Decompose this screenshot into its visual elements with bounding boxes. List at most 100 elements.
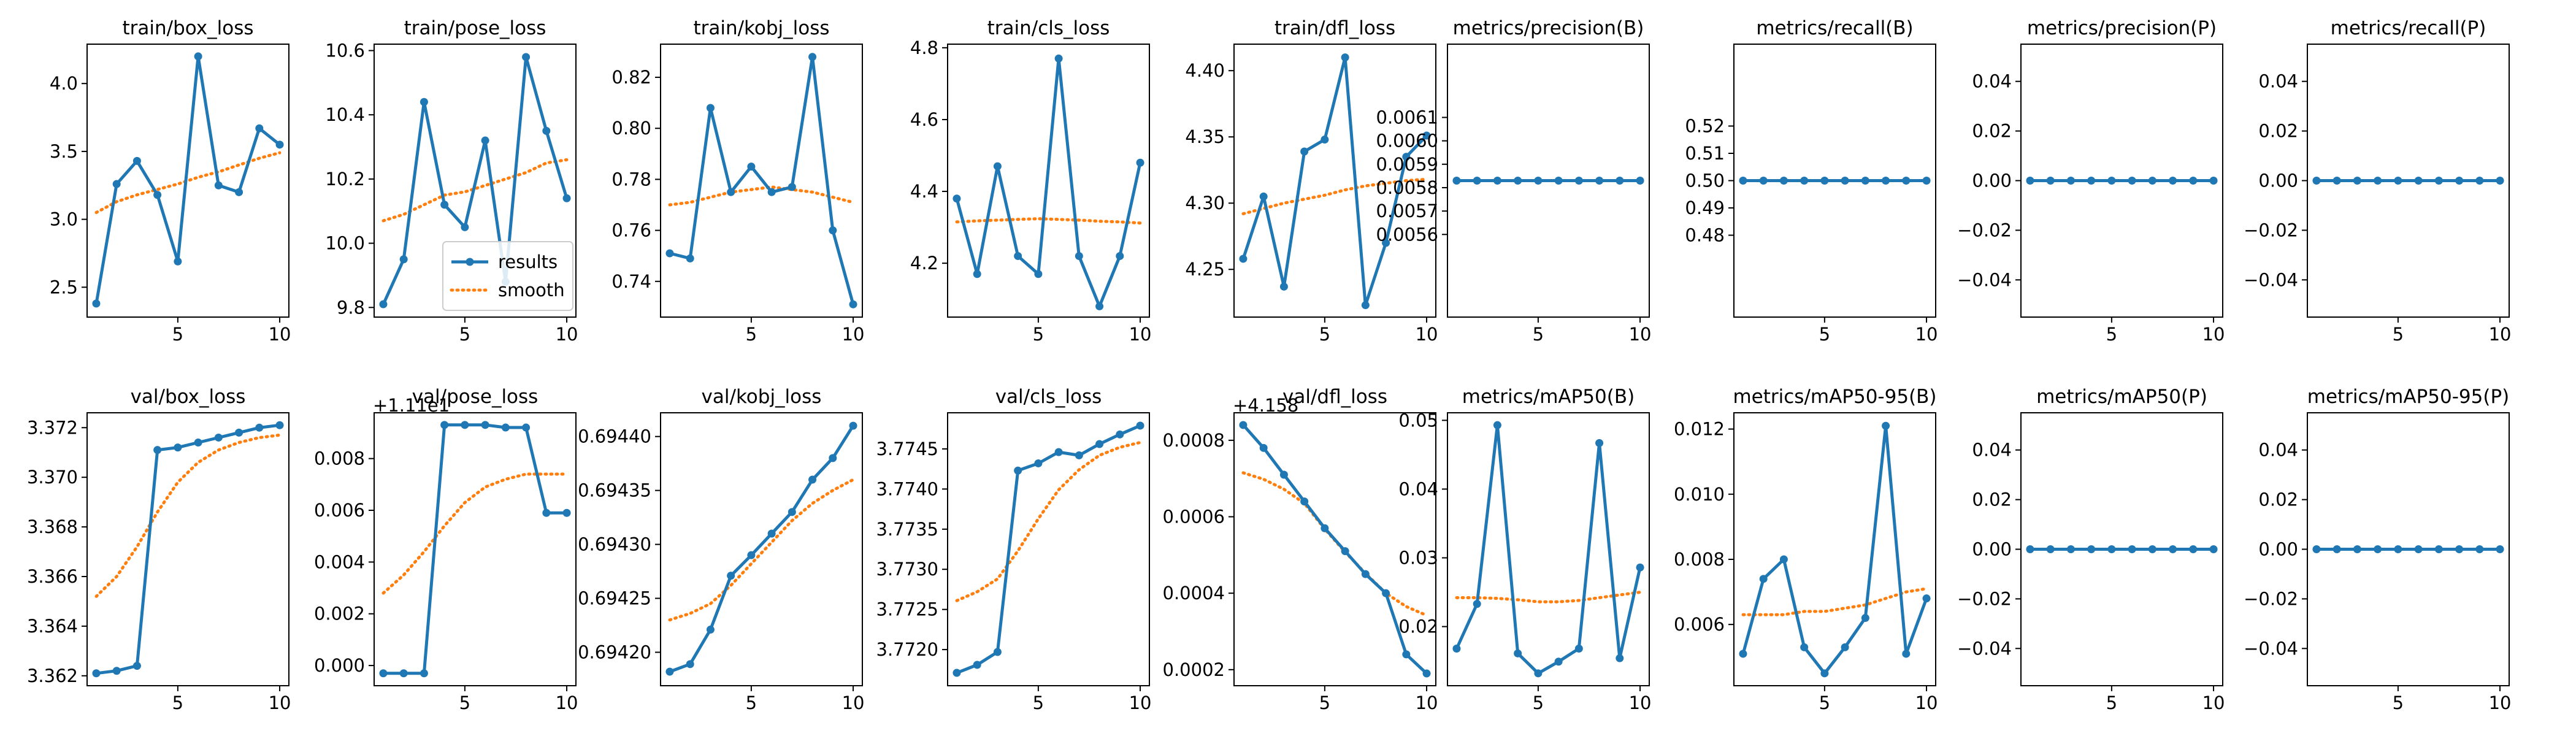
results-point [2475, 545, 2484, 553]
results-point [1382, 589, 1390, 597]
results-point [542, 126, 551, 135]
results-point [808, 475, 817, 484]
x-tick-label: 10 [269, 692, 291, 713]
results-point [275, 140, 284, 149]
axes-frame [1233, 412, 1436, 686]
results-point [1616, 177, 1624, 185]
results-point [1759, 177, 1768, 185]
results-point [1902, 650, 1911, 658]
results-point [1841, 177, 1849, 185]
results-point [1402, 650, 1411, 659]
legend-box [442, 241, 573, 311]
axes-frame [660, 44, 863, 318]
results-point [2189, 545, 2198, 553]
results-point [2394, 177, 2402, 185]
results-point [1473, 177, 1481, 185]
results-point [829, 454, 837, 462]
y-tick-label: 0.02 [1972, 121, 2012, 142]
results-point [1902, 177, 1911, 185]
y-tick-label: 0.50 [1685, 171, 1725, 191]
results-point [2333, 545, 2341, 553]
results-point [1493, 177, 1501, 185]
results-point [2087, 545, 2096, 553]
y-tick-label: 0.004 [314, 551, 365, 572]
chart-panel: val/cls_loss 5 10 3.7720 3.7725 3.7730 3.7735 3… [876, 386, 1152, 713]
x-tick-label: 5 [746, 692, 757, 713]
chart-legend: results smooth [442, 241, 573, 311]
results-point [2066, 545, 2075, 553]
results-point [214, 433, 223, 442]
results-point [1739, 177, 1747, 185]
y-tick-label: 3.7745 [876, 439, 938, 459]
results-point [1054, 448, 1063, 456]
y-tick-label: 0.69440 [578, 426, 651, 447]
results-point [2475, 177, 2484, 185]
results-point [727, 188, 735, 196]
x-tick-label: 10 [842, 324, 865, 345]
y-tick-label: 0.78 [611, 169, 651, 190]
results-point [1882, 177, 1890, 185]
results-point [275, 421, 284, 429]
results-point [1800, 643, 1809, 651]
results-point [1136, 421, 1144, 430]
y-tick-label: 0.006 [1674, 614, 1725, 635]
results-point [973, 661, 981, 669]
y-tick-label: 0.0002 [1163, 659, 1225, 680]
x-tick-label: 5 [172, 692, 183, 713]
results-point [686, 254, 694, 263]
results-line [956, 424, 1141, 675]
x-tick-label: 5 [1033, 692, 1044, 713]
results-point [132, 156, 141, 165]
results-point [1422, 669, 1431, 678]
results-point [194, 439, 202, 447]
y-tick-label: 3.372 [27, 417, 78, 438]
results-point [2148, 545, 2156, 553]
y-tick-label: 0.002 [314, 604, 365, 624]
results-point [194, 52, 202, 61]
y-tick-label: 0.76 [611, 220, 651, 241]
y-tick-label: 0.69420 [578, 642, 651, 662]
results-point [727, 572, 735, 580]
y-tick-label: 0.74 [611, 271, 651, 292]
results-point [1014, 466, 1022, 475]
results-point [2169, 545, 2177, 553]
y-tick-label: 4.0 [50, 73, 78, 94]
y-tick-label: 0.0006 [1163, 507, 1225, 527]
y-tick-label: 0.69425 [578, 588, 651, 609]
x-tick-label: 5 [1319, 692, 1330, 713]
y-tick-label: 10.6 [325, 40, 365, 61]
results-point [562, 508, 571, 517]
y-tick-label: 0.04 [2258, 71, 2298, 92]
y-tick-label: 4.6 [910, 109, 938, 130]
results-point [1820, 177, 1829, 185]
axis-offset-label: +1.11e1 [373, 395, 450, 416]
results-point [1534, 669, 1543, 678]
results-point [973, 270, 981, 278]
x-tick-label: 10 [556, 692, 578, 713]
results-line [955, 56, 1142, 308]
y-tick-label: 0.0057 [1376, 201, 1438, 221]
y-tick-label: 0.52 [1685, 116, 1725, 137]
results-point [562, 194, 571, 202]
results-point [399, 669, 408, 678]
chart-title: train/pose_loss [404, 17, 546, 39]
x-tick-label: 10 [1129, 324, 1152, 345]
results-point [2414, 177, 2423, 185]
results-point [747, 163, 756, 171]
results-point [1636, 563, 1644, 572]
results-point [1452, 644, 1461, 653]
results-point [953, 669, 961, 677]
chart-title: metrics/recall(B) [1756, 17, 1913, 39]
results-point [849, 300, 857, 309]
y-tick-label: 4.2 [910, 253, 938, 274]
results-point [808, 53, 817, 61]
y-tick-label: 4.30 [1185, 193, 1225, 213]
x-tick-label: 10 [2489, 692, 2512, 713]
results-point [461, 421, 469, 429]
results-point [2026, 177, 2034, 185]
x-tick-label: 5 [2106, 692, 2117, 713]
results-point [1514, 649, 1522, 657]
results-point [1574, 644, 1583, 653]
y-tick-label: 0.0058 [1376, 177, 1438, 198]
